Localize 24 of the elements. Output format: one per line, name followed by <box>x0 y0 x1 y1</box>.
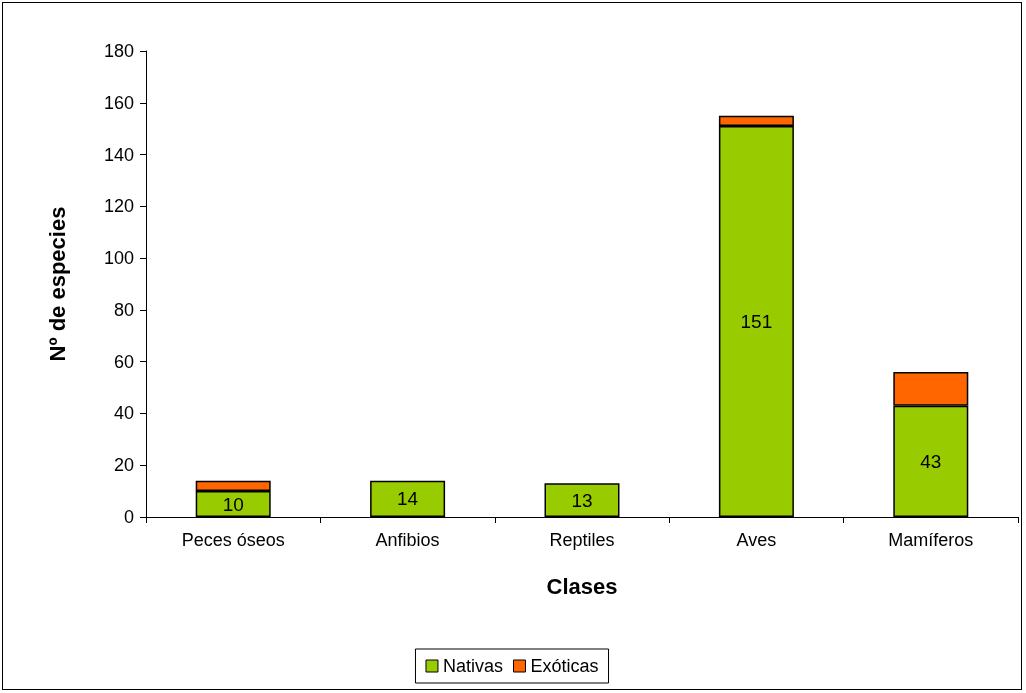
x-tick-label: Mamíferos <box>888 530 974 550</box>
y-tick-label: 20 <box>113 455 134 476</box>
data-label: 14 <box>397 488 419 510</box>
y-tick-label: 160 <box>103 92 134 113</box>
x-axis-title: Clases <box>546 573 618 599</box>
data-label: 13 <box>571 489 593 511</box>
x-tick-label: Reptiles <box>549 530 615 550</box>
y-tick-label: 140 <box>103 144 134 165</box>
data-label: 43 <box>920 450 942 472</box>
x-tick-label: Peces óseos <box>181 530 285 550</box>
y-tick-label: 0 <box>123 507 134 527</box>
y-tick-label: 40 <box>113 403 134 424</box>
legend-label: Exóticas <box>530 656 599 676</box>
legend-label: Nativas <box>442 656 504 676</box>
y-tick-label: 80 <box>113 299 134 320</box>
data-label: 151 <box>740 311 773 333</box>
y-tick-label: 100 <box>103 248 134 269</box>
y-axis-title: Nº de especies <box>44 206 70 362</box>
x-tick-label: Anfibios <box>375 530 440 550</box>
y-tick-label: 60 <box>113 351 134 372</box>
y-tick-label: 120 <box>103 196 134 217</box>
data-label: 10 <box>222 493 244 515</box>
x-tick-label: Aves <box>736 530 777 550</box>
y-tick-label: 180 <box>103 41 134 61</box>
